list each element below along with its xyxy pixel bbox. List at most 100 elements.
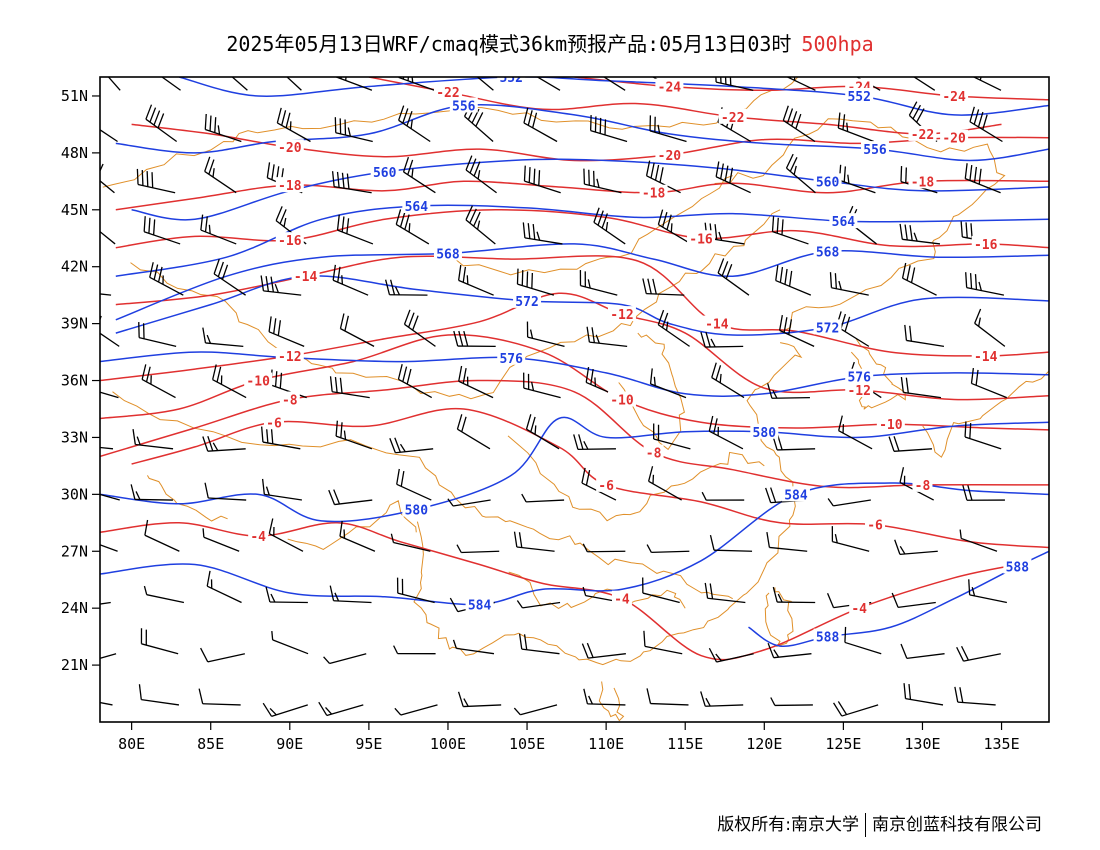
title-level: 500hpa <box>801 32 874 56</box>
wind-barb <box>100 446 114 450</box>
height-label-bg <box>1003 558 1032 574</box>
wind-barb <box>100 129 118 143</box>
height-label-bg <box>465 596 494 612</box>
wind-barb <box>336 77 373 91</box>
wind-barb <box>709 534 753 552</box>
height-contour <box>131 158 1049 221</box>
temperature-label-bg <box>248 528 269 544</box>
height-label: 576 <box>847 371 871 386</box>
temperature-label-bg <box>639 184 668 200</box>
wind-barb <box>476 77 494 91</box>
boundary-line <box>112 391 733 600</box>
wind-barb <box>398 105 431 143</box>
temperature-label-bg <box>275 139 304 155</box>
temperature-label-bg <box>244 372 273 388</box>
wind-barb <box>458 365 494 399</box>
wind-barb <box>200 647 245 663</box>
wind-barb <box>711 362 745 399</box>
wind-barb <box>271 630 309 655</box>
wind-barb <box>536 77 561 91</box>
wind-barb <box>831 526 870 552</box>
x-tick-label: 80E <box>118 735 145 753</box>
height-label-bg <box>497 77 526 84</box>
wind-barb <box>339 313 375 347</box>
wind-barb <box>522 222 563 245</box>
wind-barb <box>786 77 816 91</box>
wind-barb <box>521 493 565 503</box>
wind-barb <box>968 579 1007 604</box>
wind-barb <box>700 331 744 348</box>
height-label: 564 <box>405 200 429 215</box>
temperature-label: -14 <box>705 318 729 333</box>
wind-barb <box>903 683 944 706</box>
wind-barb <box>144 519 180 552</box>
wind-barb <box>956 645 1001 662</box>
height-label-bg <box>449 97 478 113</box>
wind-barb <box>513 531 555 552</box>
temperature-contour <box>100 379 1049 489</box>
boundary-line <box>764 587 794 648</box>
boundary-line <box>130 209 781 400</box>
temperature-label: -14 <box>294 270 318 285</box>
temperature-label-bg <box>971 347 1000 363</box>
wind-barb <box>457 264 494 296</box>
temperature-label-bg <box>433 84 462 100</box>
wind-barb <box>708 647 754 663</box>
wind-barb <box>403 309 436 347</box>
wind-barb <box>642 577 680 604</box>
x-tick-label: 125E <box>825 735 861 753</box>
temperature-label: -10 <box>246 375 270 390</box>
wind-barb <box>965 272 1005 296</box>
temperature-label: -4 <box>851 602 867 617</box>
temperature-label-bg <box>940 87 969 103</box>
temperature-label: -18 <box>278 179 302 194</box>
wind-barb <box>602 77 626 91</box>
temperature-label: -16 <box>974 238 998 253</box>
wind-barb <box>149 262 184 296</box>
wind-barb <box>708 415 744 450</box>
height-contour <box>178 77 1049 116</box>
wind-barb <box>145 104 178 143</box>
credit-separator <box>865 813 866 837</box>
credit-right: 南京创蓝科技有限公司 <box>872 815 1042 835</box>
wind-barb <box>389 437 434 454</box>
wind-barb <box>646 544 690 554</box>
y-tick-label: 27N <box>61 542 88 560</box>
temperature-label: -12 <box>610 308 633 323</box>
temperature-label-bg <box>865 516 886 532</box>
temperature-label: -8 <box>282 394 298 409</box>
wind-barb <box>453 330 496 348</box>
wind-barb <box>649 368 687 399</box>
wind-barb <box>516 600 561 609</box>
wind-barb-layer <box>100 77 1008 717</box>
wind-barb <box>770 697 813 707</box>
wind-barb <box>912 77 936 91</box>
wind-barb <box>974 308 1006 347</box>
height-label-bg <box>750 423 779 439</box>
temperature-label: -20 <box>278 141 302 156</box>
boundary-line <box>618 332 685 451</box>
x-tick-label: 100E <box>430 735 466 753</box>
temperature-label: -24 <box>942 90 966 105</box>
wind-barb <box>701 491 745 501</box>
wind-barb <box>384 279 428 296</box>
temperature-contour <box>368 77 1002 135</box>
height-label-bg <box>781 486 810 502</box>
wind-barb <box>100 163 115 194</box>
wind-barb <box>100 601 111 605</box>
wind-barb <box>206 570 242 604</box>
wind-barb <box>397 364 433 399</box>
boundary-line <box>507 435 765 522</box>
temperature-label-bg <box>971 235 1000 251</box>
temperature-label: -18 <box>642 187 666 202</box>
wind-barb <box>894 539 938 556</box>
wind-barb <box>647 466 682 501</box>
wind-barb <box>318 701 364 717</box>
temperature-label-bg <box>291 268 320 284</box>
wind-barb <box>653 423 691 450</box>
x-tick-label: 130E <box>904 735 940 753</box>
y-tick-label: 42N <box>61 258 88 276</box>
height-contour <box>115 204 1049 277</box>
wind-barb <box>891 592 936 608</box>
temperature-label: -12 <box>278 350 301 365</box>
